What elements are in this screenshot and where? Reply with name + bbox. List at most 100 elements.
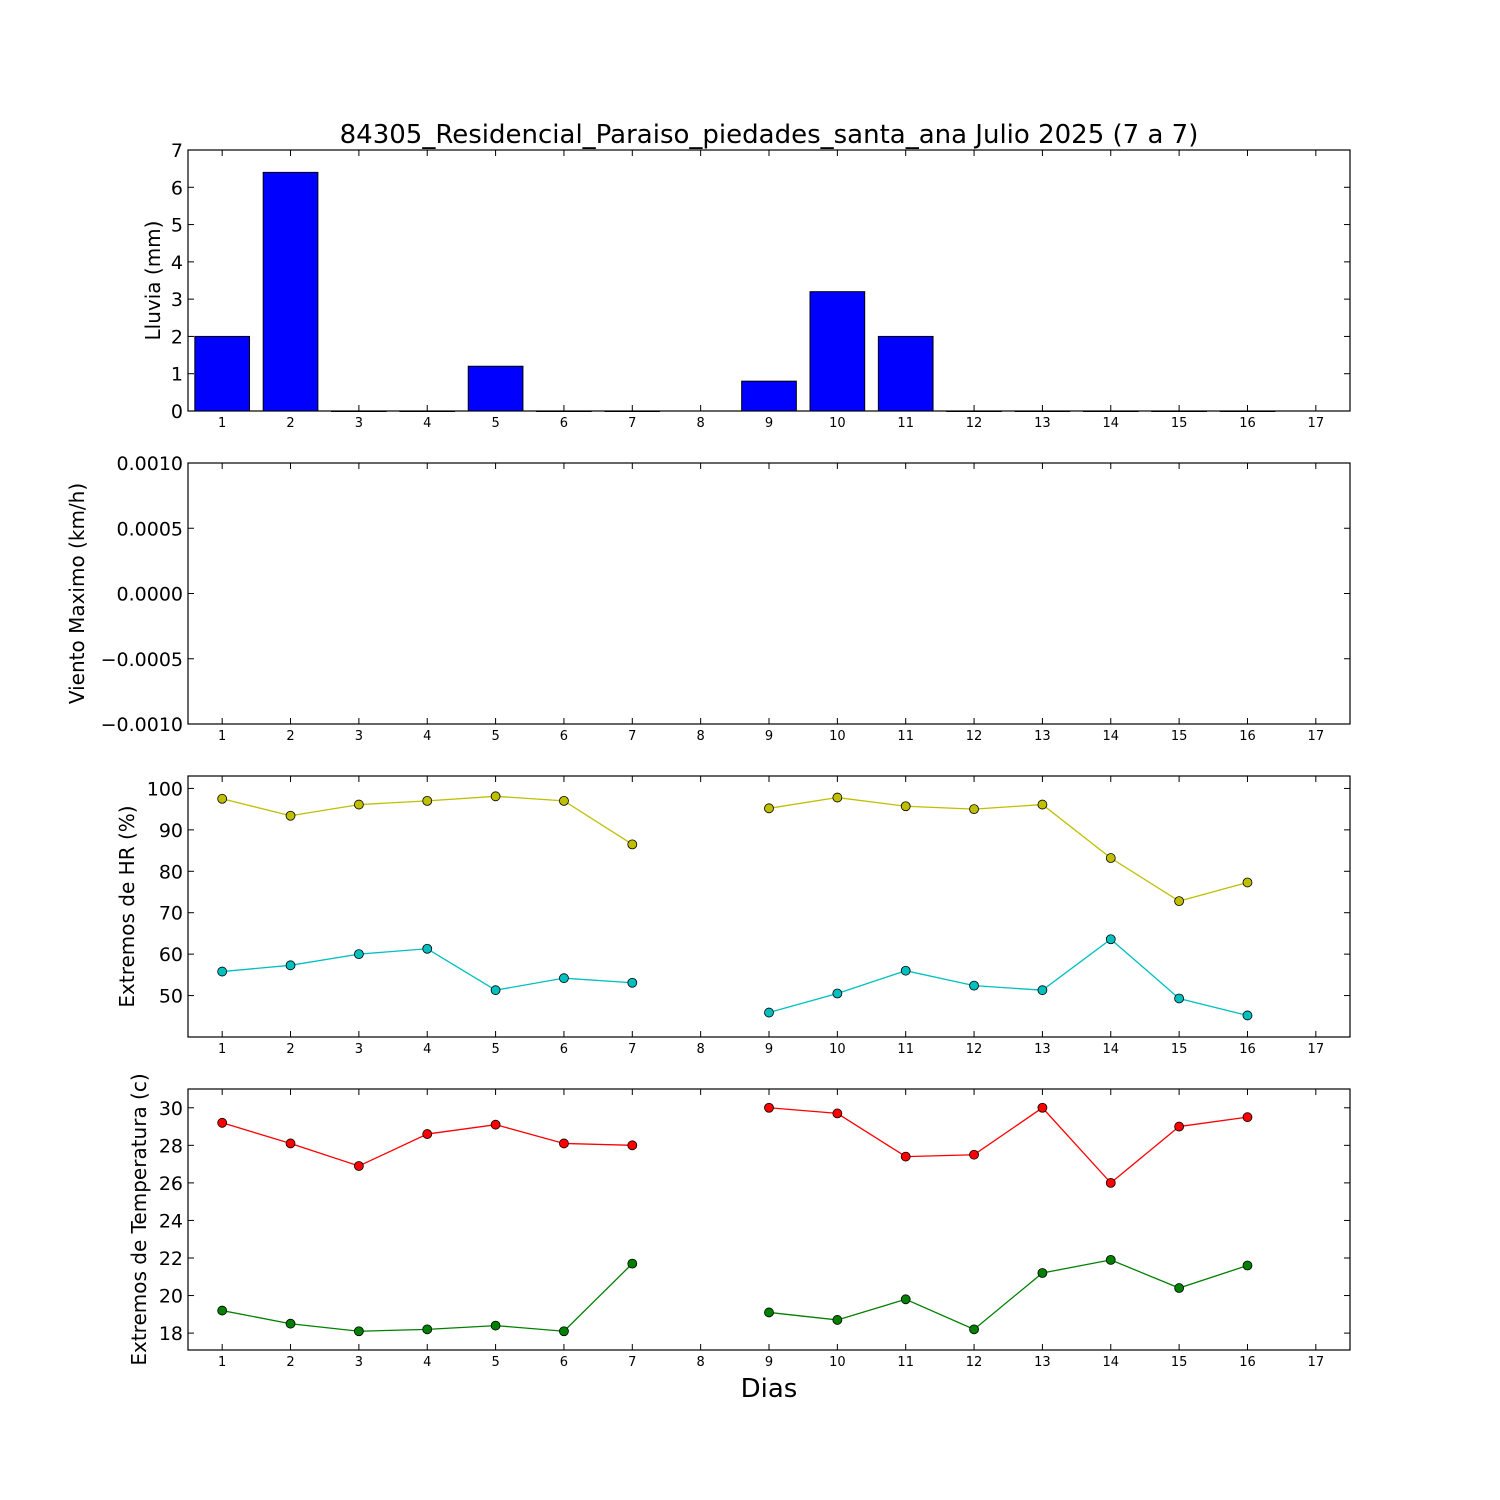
data-point xyxy=(764,1007,774,1018)
x-tick-label: 7 xyxy=(628,416,636,431)
x-tick-label: 16 xyxy=(1239,1355,1256,1370)
x-tick-label: 15 xyxy=(1171,416,1188,431)
data-point xyxy=(832,792,843,803)
data-point xyxy=(900,801,911,812)
x-tick-label: 13 xyxy=(1034,1355,1051,1370)
y-tick-label: 50 xyxy=(159,986,183,1008)
data-point xyxy=(969,980,979,991)
x-tick-label: 3 xyxy=(355,1355,363,1370)
bar xyxy=(536,410,592,412)
data-point xyxy=(353,949,364,960)
bar xyxy=(877,335,934,412)
x-tick-label: 11 xyxy=(897,1042,914,1057)
y-tick-label: 0 xyxy=(171,401,183,423)
x-tick-label: 12 xyxy=(966,416,983,431)
panel-4: 1 2 3 4 5 6 7 8 9 10 11 12 13 14 15 16 1718202224262830E… xyxy=(127,1073,1351,1370)
y-tick-label: 28 xyxy=(159,1135,183,1157)
x-tick-label: 2 xyxy=(286,416,294,431)
data-point xyxy=(1242,1260,1253,1271)
data-point xyxy=(969,1324,979,1335)
data-point xyxy=(217,966,228,977)
data-point xyxy=(422,1324,433,1335)
x-tick-label: 15 xyxy=(1171,1355,1188,1370)
data-point xyxy=(422,795,433,806)
x-tick-label: 9 xyxy=(765,416,773,431)
x-tick-label: 4 xyxy=(423,729,431,744)
series-line xyxy=(768,796,1248,902)
y-tick-label: 6 xyxy=(171,177,183,199)
y-tick-label: 100 xyxy=(147,778,183,800)
x-tick-label: 9 xyxy=(765,1042,773,1057)
data-point xyxy=(422,943,433,954)
x-tick-label: 2 xyxy=(286,1355,294,1370)
x-tick-label: 16 xyxy=(1239,416,1256,431)
bar xyxy=(331,410,387,412)
y-tick-label: 3 xyxy=(171,289,183,311)
x-tick-label: 10 xyxy=(829,1042,846,1057)
x-tick-label: 14 xyxy=(1102,729,1119,744)
x-tick-label: 14 xyxy=(1102,1042,1119,1057)
data-point xyxy=(490,1320,501,1331)
data-point xyxy=(1242,1010,1253,1021)
x-tick-label: 1 xyxy=(218,1355,226,1370)
y-axis-label: Viento Maximo (km/h) xyxy=(65,483,89,704)
y-tick-label: 60 xyxy=(159,944,183,966)
x-tick-label: 15 xyxy=(1171,729,1188,744)
x-tick-label: 7 xyxy=(628,1042,636,1057)
data-point xyxy=(1174,993,1185,1004)
data-point xyxy=(832,1108,843,1119)
y-tick-label: 80 xyxy=(159,861,183,883)
y-tick-label: 7 xyxy=(171,140,183,162)
x-tick-label: 15 xyxy=(1171,1042,1188,1057)
x-tick-label: 4 xyxy=(423,416,431,431)
y-tick-label: −0.0010 xyxy=(101,714,183,736)
x-tick-label: 3 xyxy=(355,416,363,431)
x-tick-label: 17 xyxy=(1308,416,1325,431)
data-point xyxy=(490,791,501,802)
data-point xyxy=(353,799,364,810)
x-tick-label: 14 xyxy=(1102,416,1119,431)
data-point xyxy=(969,1149,979,1160)
data-point xyxy=(217,1305,228,1316)
data-point xyxy=(490,985,501,996)
y-tick-label: 0.0000 xyxy=(117,584,183,606)
x-tick-label: 10 xyxy=(829,416,846,431)
x-tick-label: 1 xyxy=(218,729,226,744)
data-point xyxy=(1174,1121,1185,1132)
bar xyxy=(604,410,661,412)
x-tick-label: 8 xyxy=(697,729,705,744)
x-tick-label: 16 xyxy=(1239,729,1256,744)
x-tick-label: 13 xyxy=(1034,729,1051,744)
y-tick-label: 30 xyxy=(159,1098,183,1120)
panels: 1 2 3 4 5 6 7 8 9 10 11 12 13 14 15 16 1701234567Lluvia … xyxy=(65,140,1351,1370)
y-tick-label: 4 xyxy=(171,252,183,274)
bar xyxy=(262,171,319,412)
series-line xyxy=(768,938,1248,1017)
x-tick-label: 6 xyxy=(560,1355,568,1370)
x-tick-label: 5 xyxy=(491,1042,499,1057)
data-point xyxy=(1105,934,1116,945)
x-tick-label: 9 xyxy=(765,729,773,744)
data-point xyxy=(1105,853,1116,863)
x-tick-label: 5 xyxy=(491,729,499,744)
y-tick-label: 0.0005 xyxy=(117,518,183,540)
data-point xyxy=(285,810,296,821)
data-point xyxy=(969,804,979,815)
bar xyxy=(741,380,797,412)
x-tick-label: 3 xyxy=(355,729,363,744)
y-tick-label: 70 xyxy=(159,903,183,925)
data-point xyxy=(285,960,296,971)
data-point xyxy=(1174,1283,1185,1293)
x-tick-label: 6 xyxy=(560,729,568,744)
x-tick-label: 5 xyxy=(491,1355,499,1370)
data-point xyxy=(1037,799,1048,810)
x-tick-label: 6 xyxy=(560,416,568,431)
x-tick-label: 17 xyxy=(1308,729,1325,744)
data-point xyxy=(627,1140,638,1151)
x-tick-label: 11 xyxy=(897,1355,914,1370)
data-point xyxy=(559,973,569,984)
series-line xyxy=(768,1259,1248,1331)
data-point xyxy=(1105,1254,1116,1265)
y-tick-label: 5 xyxy=(171,215,183,237)
y-tick-label: −0.0005 xyxy=(101,649,183,671)
